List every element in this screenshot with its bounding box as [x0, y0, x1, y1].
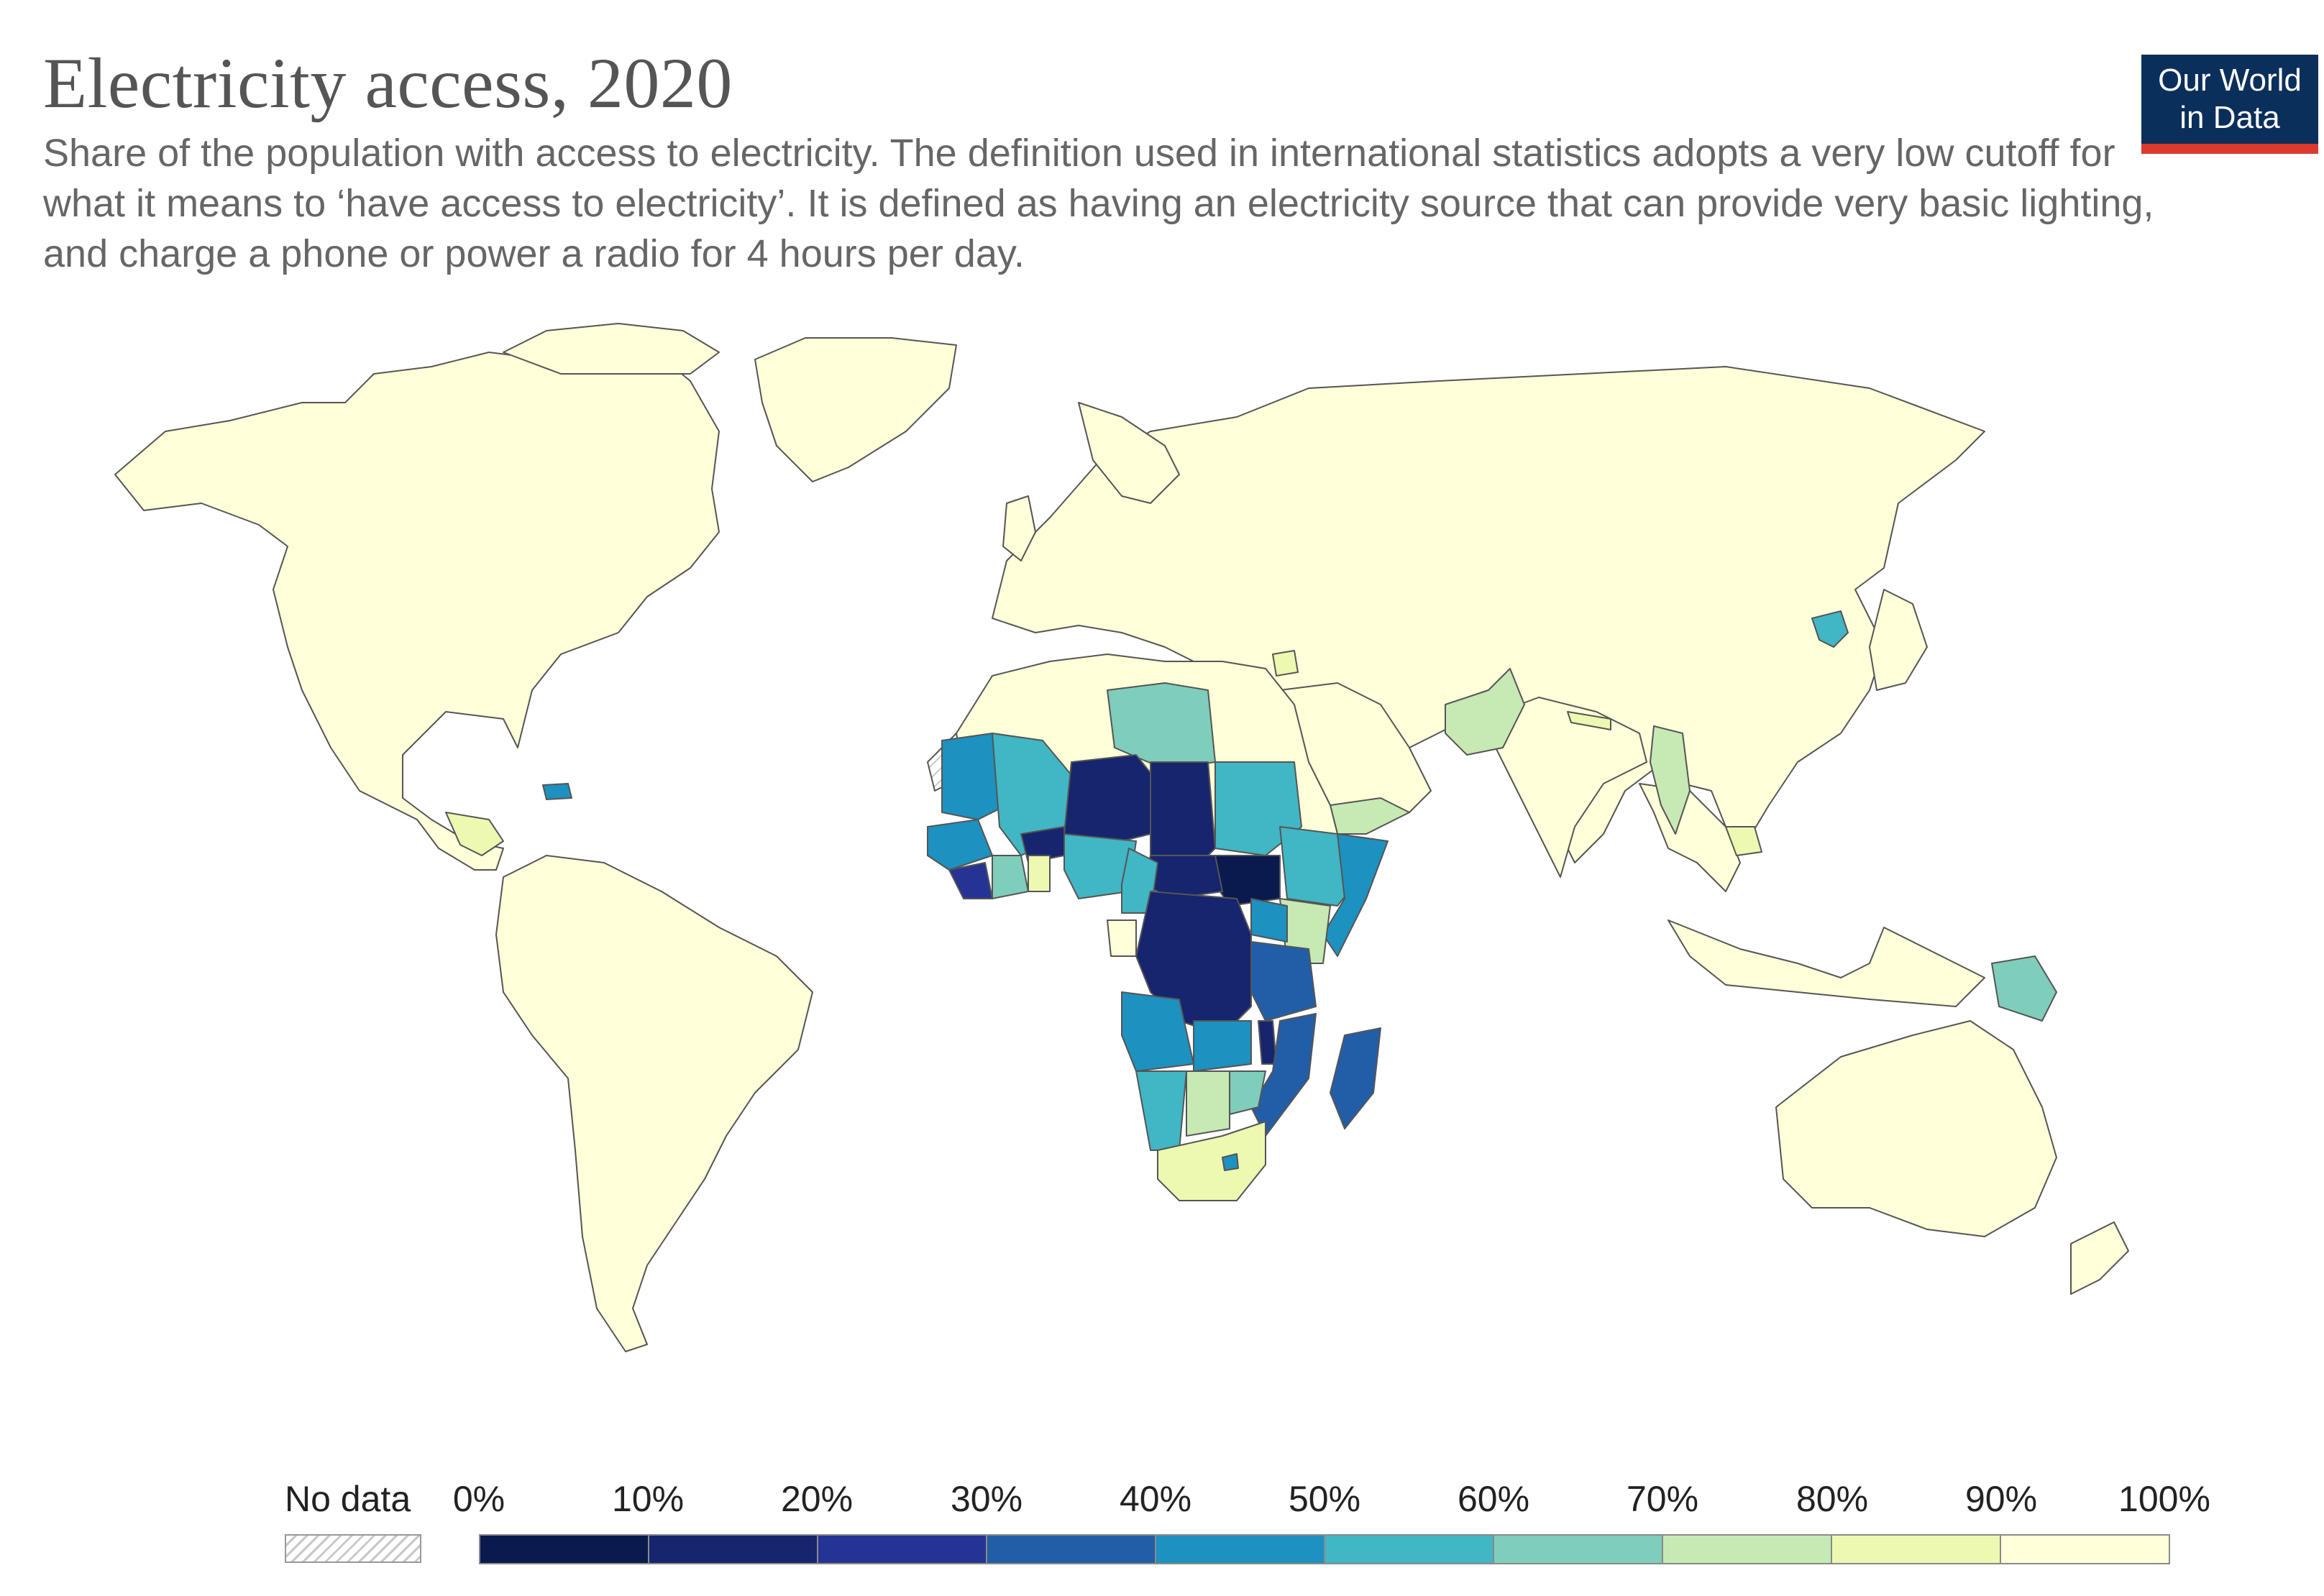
legend-bin-4[interactable]: [1156, 1536, 1325, 1563]
region-angola[interactable]: [1121, 991, 1194, 1072]
region-north-america[interactable]: [114, 337, 720, 871]
region-indonesia[interactable]: [1667, 919, 1985, 1007]
region-namibia[interactable]: [1135, 1070, 1187, 1151]
region-ghana[interactable]: [1028, 855, 1051, 892]
legend-tick-10: 100%: [2118, 1479, 2210, 1519]
region-india[interactable]: [1481, 697, 1647, 878]
region-south-africa[interactable]: [1157, 1121, 1266, 1201]
region-madagascar[interactable]: [1330, 1027, 1381, 1129]
legend-no-data-label: No data: [285, 1479, 411, 1519]
region-greenland[interactable]: [754, 337, 957, 482]
region-nigeria[interactable]: [1063, 833, 1137, 899]
region-tanzania[interactable]: [1250, 941, 1317, 1022]
region-uganda[interactable]: [1250, 898, 1288, 943]
region-japan[interactable]: [1869, 589, 1928, 691]
legend-color-bar: [479, 1534, 2170, 1564]
region-nepal[interactable]: [1567, 711, 1611, 730]
region-central-america-north[interactable]: [445, 812, 504, 856]
region-uk[interactable]: [1002, 495, 1036, 561]
region-gabon[interactable]: [1107, 919, 1137, 957]
region-mauritania[interactable]: [941, 733, 1007, 820]
region-papua-new-guinea[interactable]: [1991, 955, 2057, 1022]
legend-tick-2: 20%: [780, 1479, 854, 1519]
region-malawi[interactable]: [1258, 1020, 1277, 1065]
region-myanmar[interactable]: [1650, 725, 1691, 835]
region-new-zealand[interactable]: [2070, 1221, 2129, 1295]
legend-tick-9: 90%: [1964, 1479, 2038, 1519]
legend-bin-7[interactable]: [1663, 1536, 1832, 1563]
logo-accent-bar: [2141, 144, 2318, 154]
region-guinea[interactable]: [927, 819, 993, 871]
region-south-america[interactable]: [495, 855, 813, 1352]
legend-tick-0: 0%: [452, 1479, 505, 1519]
legend-tick-8: 80%: [1795, 1479, 1869, 1519]
region-lesotho[interactable]: [1222, 1153, 1239, 1171]
legend-bin-8[interactable]: [1832, 1536, 2001, 1563]
legend-bin-6[interactable]: [1494, 1536, 1663, 1563]
region-australia[interactable]: [1775, 1020, 2057, 1237]
region-north-korea[interactable]: [1811, 610, 1849, 648]
legend-bin-1[interactable]: [649, 1536, 818, 1563]
region-zimbabwe[interactable]: [1229, 1070, 1266, 1115]
region-pakistan[interactable]: [1445, 668, 1525, 756]
legend-tick-4: 40%: [1119, 1479, 1192, 1519]
region-scandinavia[interactable]: [1078, 402, 1180, 504]
legend-tick-5: 50%: [1288, 1479, 1361, 1519]
logo-line-1: Our World: [2158, 63, 2302, 98]
legend-bin-3[interactable]: [987, 1536, 1156, 1563]
chart-subtitle: Share of the population with access to e…: [43, 132, 2154, 275]
legend-bin-2[interactable]: [818, 1536, 987, 1563]
legend-tick-1: 10%: [611, 1479, 685, 1519]
region-syria[interactable]: [1272, 650, 1299, 677]
logo-line-2: in Data: [2179, 100, 2280, 135]
legend-tick-3: 30%: [950, 1479, 1023, 1519]
owid-logo[interactable]: Our World in Data: [2141, 55, 2318, 154]
legend-tick-6: 60%: [1457, 1479, 1530, 1519]
legend-bin-0[interactable]: [480, 1536, 649, 1563]
legend-bin-5[interactable]: [1325, 1536, 1494, 1563]
chart-title: Electricity access, 2020: [43, 43, 733, 123]
region-sierra-leone-liberia[interactable]: [948, 862, 993, 899]
region-cambodia[interactable]: [1725, 826, 1762, 856]
legend-tick-7: 70%: [1626, 1479, 1699, 1519]
region-zambia[interactable]: [1193, 1020, 1252, 1072]
legend-bin-9[interactable]: [2001, 1536, 2169, 1563]
legend-no-data-swatch: [285, 1534, 421, 1563]
region-haiti[interactable]: [542, 783, 572, 800]
region-canada-islands[interactable]: [503, 323, 720, 375]
region-somalia[interactable]: [1322, 833, 1389, 957]
region-cote-divoire[interactable]: [992, 855, 1029, 899]
region-botswana[interactable]: [1186, 1070, 1230, 1137]
